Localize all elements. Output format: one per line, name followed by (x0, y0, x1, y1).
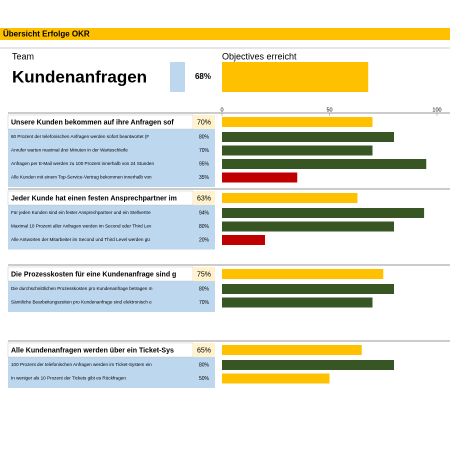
bar (222, 172, 298, 183)
key-result-pct: 80% (199, 286, 210, 292)
bar (222, 145, 373, 156)
key-result-pct: 70% (199, 148, 210, 154)
chart-title: Objectives erreicht (222, 51, 297, 61)
x-tick-label: 50 (326, 107, 332, 113)
bar (222, 159, 427, 169)
x-tick-label: 100 (432, 107, 441, 113)
bar (222, 269, 384, 279)
banner (0, 28, 450, 40)
bar (222, 373, 330, 384)
overall-label: 68% (195, 72, 211, 81)
objective-pct: 63% (197, 195, 211, 202)
objective-pct: 75% (197, 271, 211, 278)
key-result-pct: 80% (199, 362, 210, 368)
bar (222, 284, 394, 294)
key-result-pct: 20% (199, 237, 210, 243)
key-result-pct: 70% (199, 300, 210, 306)
objective-pct: 65% (197, 347, 211, 354)
team-box (170, 62, 185, 92)
key-result-name: 80 Prozent der telefonischen Anfragen we… (11, 134, 149, 139)
bar (222, 345, 362, 355)
objective-name: Unsere Kunden bekommen auf ihre Anfragen… (11, 119, 174, 126)
key-result-pct: 80% (199, 224, 210, 230)
key-result-name: 100 Prozent der telefonischen Anfragen w… (11, 362, 152, 367)
key-result-pct: 35% (199, 175, 210, 181)
key-result-name: In weniger als 10 Prozent der Tickets gi… (11, 376, 126, 381)
objective-pct-cell (193, 191, 215, 205)
bar (222, 221, 394, 232)
key-result-pct: 94% (199, 210, 210, 216)
objective-name: Jeder Kunde hat einen festen Ansprechpar… (11, 195, 177, 202)
objective-pct-cell (193, 115, 215, 129)
objective-pct-cell (193, 343, 215, 357)
key-result-name: Sämtliche Bearbeitungszeiten pro Kundena… (11, 300, 152, 305)
bar (222, 208, 425, 218)
bar (222, 193, 358, 203)
bar (222, 62, 369, 92)
key-result-pct: 50% (199, 376, 210, 382)
bar (222, 235, 265, 245)
objective-name: Die Prozesskosten für eine Kundenanfrage… (11, 271, 176, 278)
key-result-name: Die durchschnittlichen Prozesskosten pro… (11, 286, 153, 291)
key-result-name: Alle Antworten der Mitarbeiter im Second… (11, 237, 150, 242)
objective-name: Alle Kundenanfragen werden über ein Tick… (11, 347, 174, 354)
x-tick-label: 0 (220, 107, 223, 113)
team-name: Kundenanfragen (12, 67, 147, 86)
bar (222, 297, 373, 308)
key-result-pct: 95% (199, 161, 210, 167)
key-result-name: Maximal 10 Prozent aller Anfragen werden… (11, 224, 152, 229)
key-result-name: Anfragen per E-Mail werden zu 100 Prozen… (11, 161, 154, 166)
bar (222, 132, 394, 142)
bar (222, 117, 373, 127)
key-result-name: Alle Kunden mit einem Top-Service-Vertra… (11, 175, 152, 180)
key-result-pct: 80% (199, 134, 210, 140)
key-result-name: Anrufer warten maximal drei Minuten in d… (11, 148, 128, 153)
key-result-name: Für jeden Kunden sind ein fester Ansprec… (11, 210, 151, 215)
objective-pct: 70% (197, 119, 211, 126)
bar (222, 360, 394, 370)
team-label: Team (12, 51, 34, 61)
page-title: Übersicht Erfolge OKR (3, 30, 90, 39)
objective-pct-cell (193, 267, 215, 281)
